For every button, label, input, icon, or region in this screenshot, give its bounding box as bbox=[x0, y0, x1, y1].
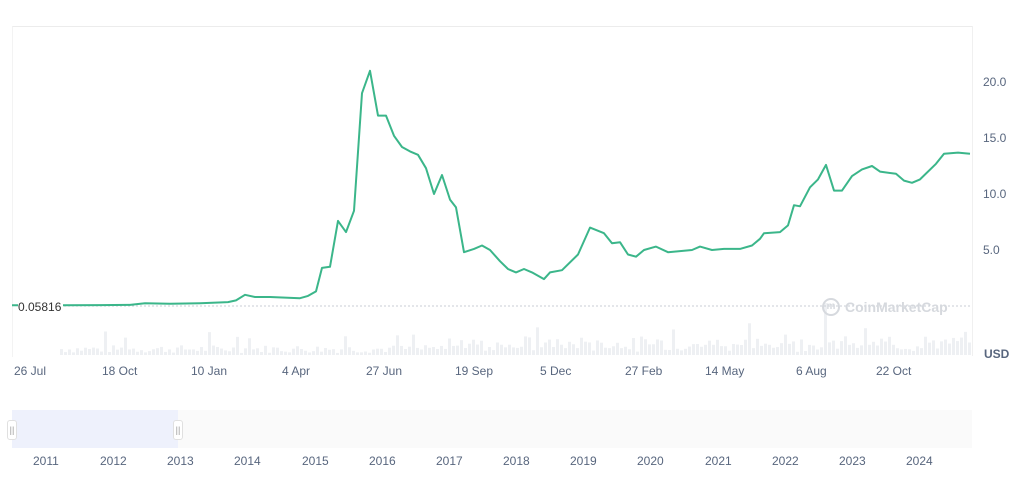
x-tick: 5 Dec bbox=[540, 364, 572, 378]
baseline-value-label: 0.05816 bbox=[18, 300, 64, 314]
watermark: m CoinMarketCap bbox=[822, 298, 948, 316]
navigator-year: 2021 bbox=[705, 454, 732, 468]
x-tick: 18 Oct bbox=[102, 364, 138, 378]
navigator-year: 2012 bbox=[100, 454, 127, 468]
navigator-year: 2023 bbox=[839, 454, 866, 468]
navigator-year: 2017 bbox=[436, 454, 463, 468]
volume-bars bbox=[60, 303, 971, 355]
x-tick: 27 Jun bbox=[366, 364, 403, 378]
drag-handle-icon: || bbox=[175, 425, 181, 435]
x-tick: 4 Apr bbox=[282, 364, 311, 378]
watermark-text: CoinMarketCap bbox=[845, 299, 948, 315]
navigator-year: 2013 bbox=[167, 454, 194, 468]
range-handle-left[interactable]: || bbox=[7, 420, 17, 440]
y-tick-20: 20.0 bbox=[983, 75, 1007, 89]
chart-plot-area[interactable] bbox=[12, 26, 973, 357]
x-tick: 14 May bbox=[705, 364, 745, 378]
price-line bbox=[12, 69, 971, 307]
x-tick: 26 Jul bbox=[14, 364, 47, 378]
range-selection[interactable] bbox=[12, 410, 178, 448]
navigator-year: 2020 bbox=[637, 454, 664, 468]
navigator-year: 2015 bbox=[302, 454, 329, 468]
currency-label: USD bbox=[984, 347, 1010, 361]
navigator-year: 2022 bbox=[772, 454, 799, 468]
navigator-year: 2019 bbox=[570, 454, 597, 468]
navigator-year: 2024 bbox=[906, 454, 933, 468]
x-tick: 6 Aug bbox=[796, 364, 827, 378]
navigator-year: 2018 bbox=[503, 454, 530, 468]
navigator-year: 2014 bbox=[234, 454, 261, 468]
navigator-year: 2016 bbox=[369, 454, 396, 468]
y-tick-10: 10.0 bbox=[983, 187, 1007, 201]
x-tick: 27 Feb bbox=[625, 364, 663, 378]
drag-handle-icon: || bbox=[9, 425, 15, 435]
range-handle-right[interactable]: || bbox=[173, 420, 183, 440]
coinmarketcap-logo-icon: m bbox=[822, 298, 840, 316]
y-tick-5: 5.0 bbox=[983, 243, 1000, 257]
x-tick: 22 Oct bbox=[876, 364, 912, 378]
navigator-year: 2011 bbox=[33, 454, 59, 468]
x-tick: 19 Sep bbox=[455, 364, 494, 378]
x-tick: 10 Jan bbox=[191, 364, 228, 378]
y-tick-15: 15.0 bbox=[983, 131, 1007, 145]
y-axis-rule bbox=[972, 26, 973, 356]
